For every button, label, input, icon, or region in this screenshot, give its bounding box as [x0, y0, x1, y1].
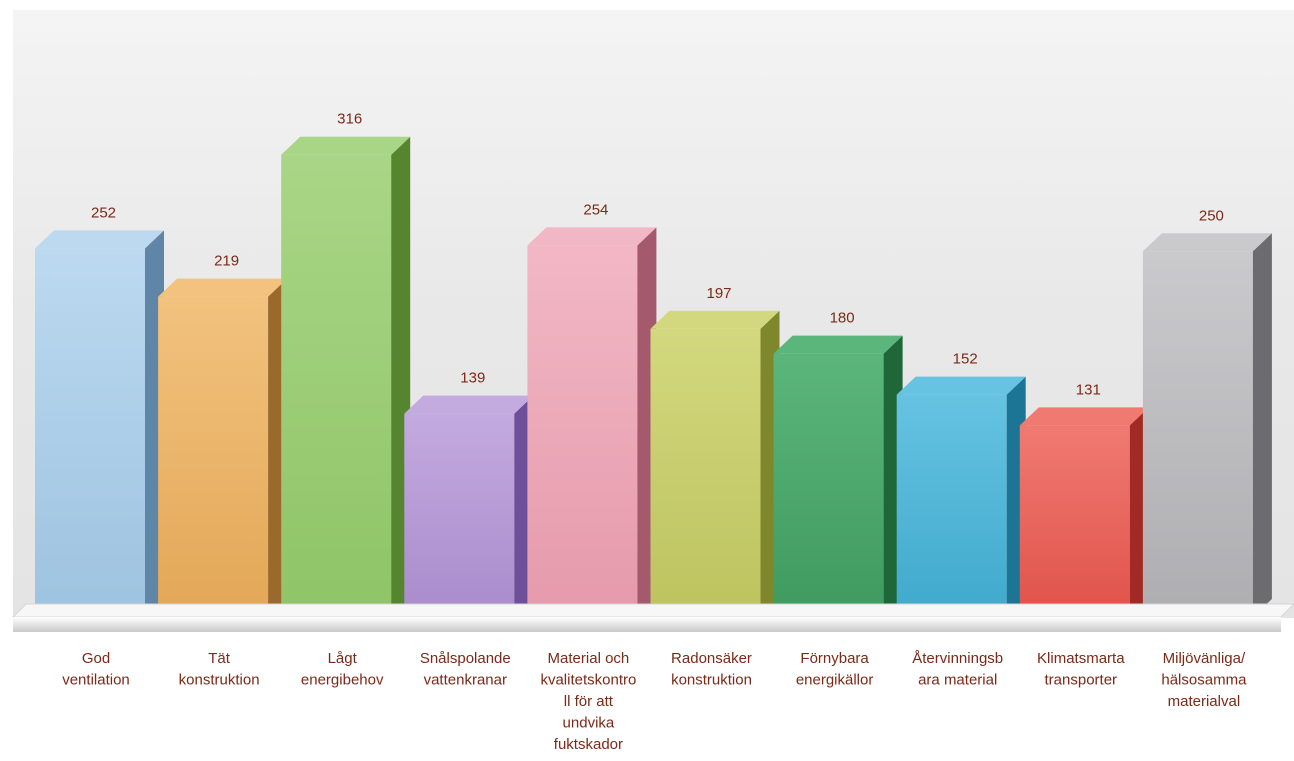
bar-top — [773, 335, 903, 354]
bar-front — [158, 296, 269, 617]
category-label: Tät konstruktion — [179, 650, 260, 689]
bar-front — [404, 413, 515, 617]
value-label: 139 — [460, 370, 485, 387]
value-label: 254 — [583, 201, 608, 218]
bar-top — [158, 278, 288, 297]
bar — [1142, 233, 1272, 617]
bar — [773, 335, 903, 617]
bar-front — [650, 328, 761, 617]
category-label: Material och kvalitetskontro ll för att und… — [540, 650, 636, 753]
category-label: Återvinningsb ara material — [912, 650, 1003, 689]
bar-top — [1142, 233, 1272, 252]
category-label: Klimatsmarta transporter — [1037, 650, 1125, 689]
bar-front — [773, 353, 884, 617]
value-label: 197 — [706, 285, 731, 302]
value-label: 252 — [91, 204, 116, 221]
bar-top — [1019, 407, 1149, 426]
value-label: 180 — [830, 310, 855, 327]
bar-top — [650, 310, 780, 329]
bar-top — [404, 395, 534, 414]
bar-front — [896, 394, 1007, 617]
bar — [1019, 407, 1149, 617]
bar — [35, 230, 164, 617]
floor-top — [11, 603, 1294, 618]
bar — [158, 278, 288, 617]
bar-top — [896, 376, 1026, 395]
value-label: 219 — [214, 253, 239, 270]
category-label: Förnybara energikällor — [796, 650, 874, 689]
category-label: God ventilation — [62, 650, 130, 689]
category-label: Snålspolande vattenkranar — [420, 650, 511, 689]
bar-top — [527, 227, 657, 246]
category-labels-group: God ventilation Tät konstruktion Lågt energib… — [62, 650, 1247, 753]
bar-front — [35, 248, 145, 617]
bar-front — [527, 245, 638, 617]
value-label: 131 — [1076, 381, 1101, 398]
bar-top — [281, 136, 411, 155]
value-labels-group: 252 219 316 139 254 197 180 152 131 250 — [91, 111, 1224, 399]
value-label: 316 — [337, 111, 362, 128]
bar — [281, 136, 411, 617]
bar — [404, 395, 534, 617]
bars-group — [35, 136, 1272, 617]
bar-top — [35, 230, 164, 249]
bar-front — [281, 154, 392, 617]
bar-front — [1019, 425, 1130, 617]
category-label: Miljövänliga/hälsosamma materialval — [1161, 650, 1247, 710]
bar-front — [1142, 251, 1253, 617]
bar-side — [1252, 233, 1272, 617]
bar — [896, 376, 1026, 617]
bar — [650, 310, 780, 617]
value-label: 152 — [953, 351, 978, 368]
value-label: 250 — [1199, 207, 1224, 224]
category-label: Lågt energibehov — [301, 650, 384, 689]
bar — [527, 227, 657, 617]
category-label: Radonsäker konstruktion — [671, 650, 752, 689]
floor-edge — [13, 617, 1281, 632]
